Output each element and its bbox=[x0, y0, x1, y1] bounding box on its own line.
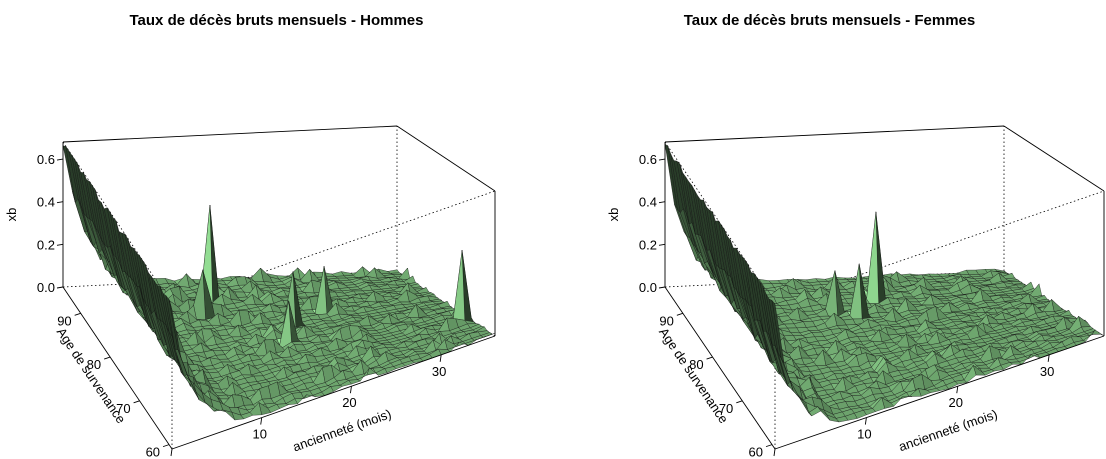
chart-panel-femmes: Taux de décès bruts mensuels - Femmes 0.… bbox=[553, 0, 1106, 459]
x-tick bbox=[260, 417, 263, 425]
x-tick-label: 10 bbox=[857, 427, 871, 442]
chart-title: Taux de décès bruts mensuels - Hommes bbox=[129, 12, 424, 29]
x-tick bbox=[170, 448, 173, 457]
y-tick-label: 90 bbox=[659, 313, 673, 328]
z-tick bbox=[658, 158, 666, 161]
surface-facet bbox=[168, 299, 182, 358]
y-tick bbox=[133, 400, 140, 404]
y-tick-label: 70 bbox=[719, 401, 733, 416]
z-tick-label: 0.4 bbox=[639, 195, 657, 210]
y-tick-label: 60 bbox=[749, 445, 763, 459]
z-tick-label: 0.0 bbox=[639, 280, 657, 295]
z-tick-label: 0.0 bbox=[37, 280, 55, 295]
z-axis-label: xb bbox=[4, 208, 19, 222]
y-axis-label: Age de survenance bbox=[54, 325, 129, 426]
z-tick-label: 0.4 bbox=[37, 195, 55, 210]
z-tick bbox=[658, 286, 666, 289]
y-axis-line bbox=[62, 286, 173, 450]
z-tick bbox=[658, 243, 666, 246]
y-tick-label: 70 bbox=[116, 401, 130, 416]
chart-title: Taux de décès bruts mensuels - Femmes bbox=[683, 12, 976, 29]
z-tick-label: 0.2 bbox=[639, 237, 657, 252]
x-tick bbox=[773, 448, 776, 457]
x-tick-label: 30 bbox=[1040, 364, 1054, 379]
z-tick bbox=[56, 286, 64, 289]
x-tick bbox=[349, 386, 352, 394]
x-tick-label: 10 bbox=[252, 427, 266, 442]
x-tick bbox=[439, 354, 442, 362]
y-tick bbox=[676, 312, 683, 316]
chart-panel-hommes: Taux de décès bruts mensuels - Hommes 0.… bbox=[4, 12, 496, 459]
x-tick-label: 20 bbox=[949, 395, 963, 410]
y-tick-label: 80 bbox=[87, 357, 101, 372]
surface-facet bbox=[771, 299, 785, 364]
y-tick bbox=[765, 444, 773, 448]
z-tick bbox=[56, 243, 64, 246]
y-tick bbox=[706, 356, 713, 360]
x-tick-label: 20 bbox=[342, 395, 356, 410]
z-tick-label: 0.2 bbox=[37, 237, 55, 252]
y-tick bbox=[736, 400, 743, 404]
x-axis-label: ancienneté (mois) bbox=[291, 406, 393, 454]
y-tick bbox=[103, 356, 111, 360]
z-tick bbox=[658, 201, 666, 204]
box-front-edge bbox=[62, 125, 398, 143]
x-tick bbox=[1047, 354, 1050, 362]
z-tick bbox=[56, 201, 64, 204]
y-axis-label: Age de survenance bbox=[656, 325, 731, 426]
y-tick bbox=[162, 444, 170, 448]
box-back-edge bbox=[62, 141, 173, 305]
z-tick-label: 0.6 bbox=[37, 152, 55, 167]
x-tick-label: 30 bbox=[432, 364, 446, 379]
z-tick-label: 0.6 bbox=[639, 152, 657, 167]
box-front-edge bbox=[1003, 125, 1105, 192]
y-tick-label: 80 bbox=[689, 357, 703, 372]
z-axis-label: xb bbox=[606, 208, 621, 222]
x-axis-label: ancienneté (mois) bbox=[897, 406, 1000, 454]
y-tick-label: 90 bbox=[57, 313, 71, 328]
y-tick bbox=[74, 312, 81, 316]
surface-mesh bbox=[664, 143, 1105, 423]
box-front-edge bbox=[396, 125, 496, 192]
y-axis-line bbox=[664, 286, 776, 450]
box-front-edge bbox=[664, 125, 1005, 143]
box-back-edge bbox=[664, 141, 776, 305]
x-tick bbox=[864, 417, 867, 425]
y-tick-label: 60 bbox=[146, 445, 160, 459]
x-tick bbox=[956, 386, 959, 394]
surface-mesh bbox=[62, 145, 496, 421]
z-tick bbox=[56, 158, 64, 161]
